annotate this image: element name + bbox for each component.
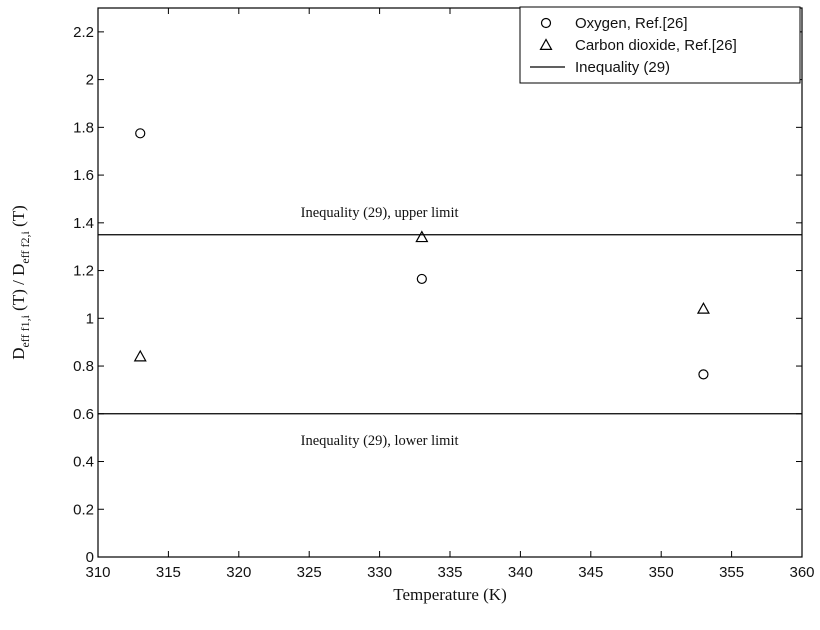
reference-lines xyxy=(98,234,802,415)
x-tick-label: 345 xyxy=(578,564,603,581)
y-tick-label: 1.8 xyxy=(73,119,94,136)
y-tick-label: 0 xyxy=(86,549,94,566)
axis-ticks: 310 315 320 325 330 335 340 345 350 355 360 0 0.2 0.4… xyxy=(73,8,815,581)
x-tick-label: 310 xyxy=(85,564,110,581)
x-tick-label: 340 xyxy=(508,564,533,581)
y-tick-label: 2.2 xyxy=(73,24,94,41)
x-tick-label: 330 xyxy=(367,564,392,581)
oxygen-point xyxy=(135,128,146,139)
x-tick-label: 315 xyxy=(156,564,181,581)
upper-limit-annotation: Inequality (29), upper limit xyxy=(301,205,459,221)
plot-frame xyxy=(97,7,803,558)
y-axis-title-part: (T) / D xyxy=(9,264,28,315)
co2-point xyxy=(133,349,147,362)
y-tick-label: 1 xyxy=(86,310,94,327)
y-tick-label: 0.6 xyxy=(73,406,94,423)
legend-box xyxy=(519,6,801,84)
y-tick-label: 1.6 xyxy=(73,167,94,184)
x-tick-label: 350 xyxy=(649,564,674,581)
y-tick-label: 1.2 xyxy=(73,263,94,280)
y-tick-label: 0.4 xyxy=(73,454,94,471)
y-tick-label: 1.4 xyxy=(73,215,94,232)
data-points xyxy=(133,128,710,380)
y-axis-title-part: D xyxy=(9,348,28,360)
legend-triangle-marker xyxy=(539,38,553,51)
y-tick-label: 0.8 xyxy=(73,358,94,375)
x-tick-label: 355 xyxy=(719,564,744,581)
legend-label: Inequality (29) xyxy=(575,59,670,76)
legend-label: Oxygen, Ref.[26] xyxy=(575,15,688,32)
y-tick-label: 2 xyxy=(86,72,94,89)
lower-limit-annotation: Inequality (29), lower limit xyxy=(301,433,459,449)
legend-items: Oxygen, Ref.[26] Carbon dioxide, Ref.[26]… xyxy=(530,15,737,76)
y-axis-title-subscript: eff f1,i xyxy=(18,314,32,347)
x-tick-label: 360 xyxy=(789,564,814,581)
y-axis-title: Deff f1,i (T) / Deff f2,i (T) xyxy=(9,205,32,360)
x-axis-title: Temperature (K) xyxy=(393,585,507,604)
oxygen-point xyxy=(416,273,427,285)
y-axis-title-part: (T) xyxy=(9,205,28,231)
y-axis-title-subscript: eff f2,i xyxy=(18,231,32,264)
co2-point xyxy=(415,230,429,243)
x-tick-label: 325 xyxy=(297,564,322,581)
co2-point xyxy=(696,302,710,314)
legend-circle-marker xyxy=(540,17,552,29)
x-tick-label: 335 xyxy=(437,564,462,581)
legend-label: Carbon dioxide, Ref.[26] xyxy=(575,37,737,54)
y-tick-label: 0.2 xyxy=(73,501,94,518)
oxygen-point xyxy=(698,369,709,380)
legend: Oxygen, Ref.[26] Carbon dioxide, Ref.[26]… xyxy=(519,6,801,84)
x-tick-label: 320 xyxy=(226,564,251,581)
